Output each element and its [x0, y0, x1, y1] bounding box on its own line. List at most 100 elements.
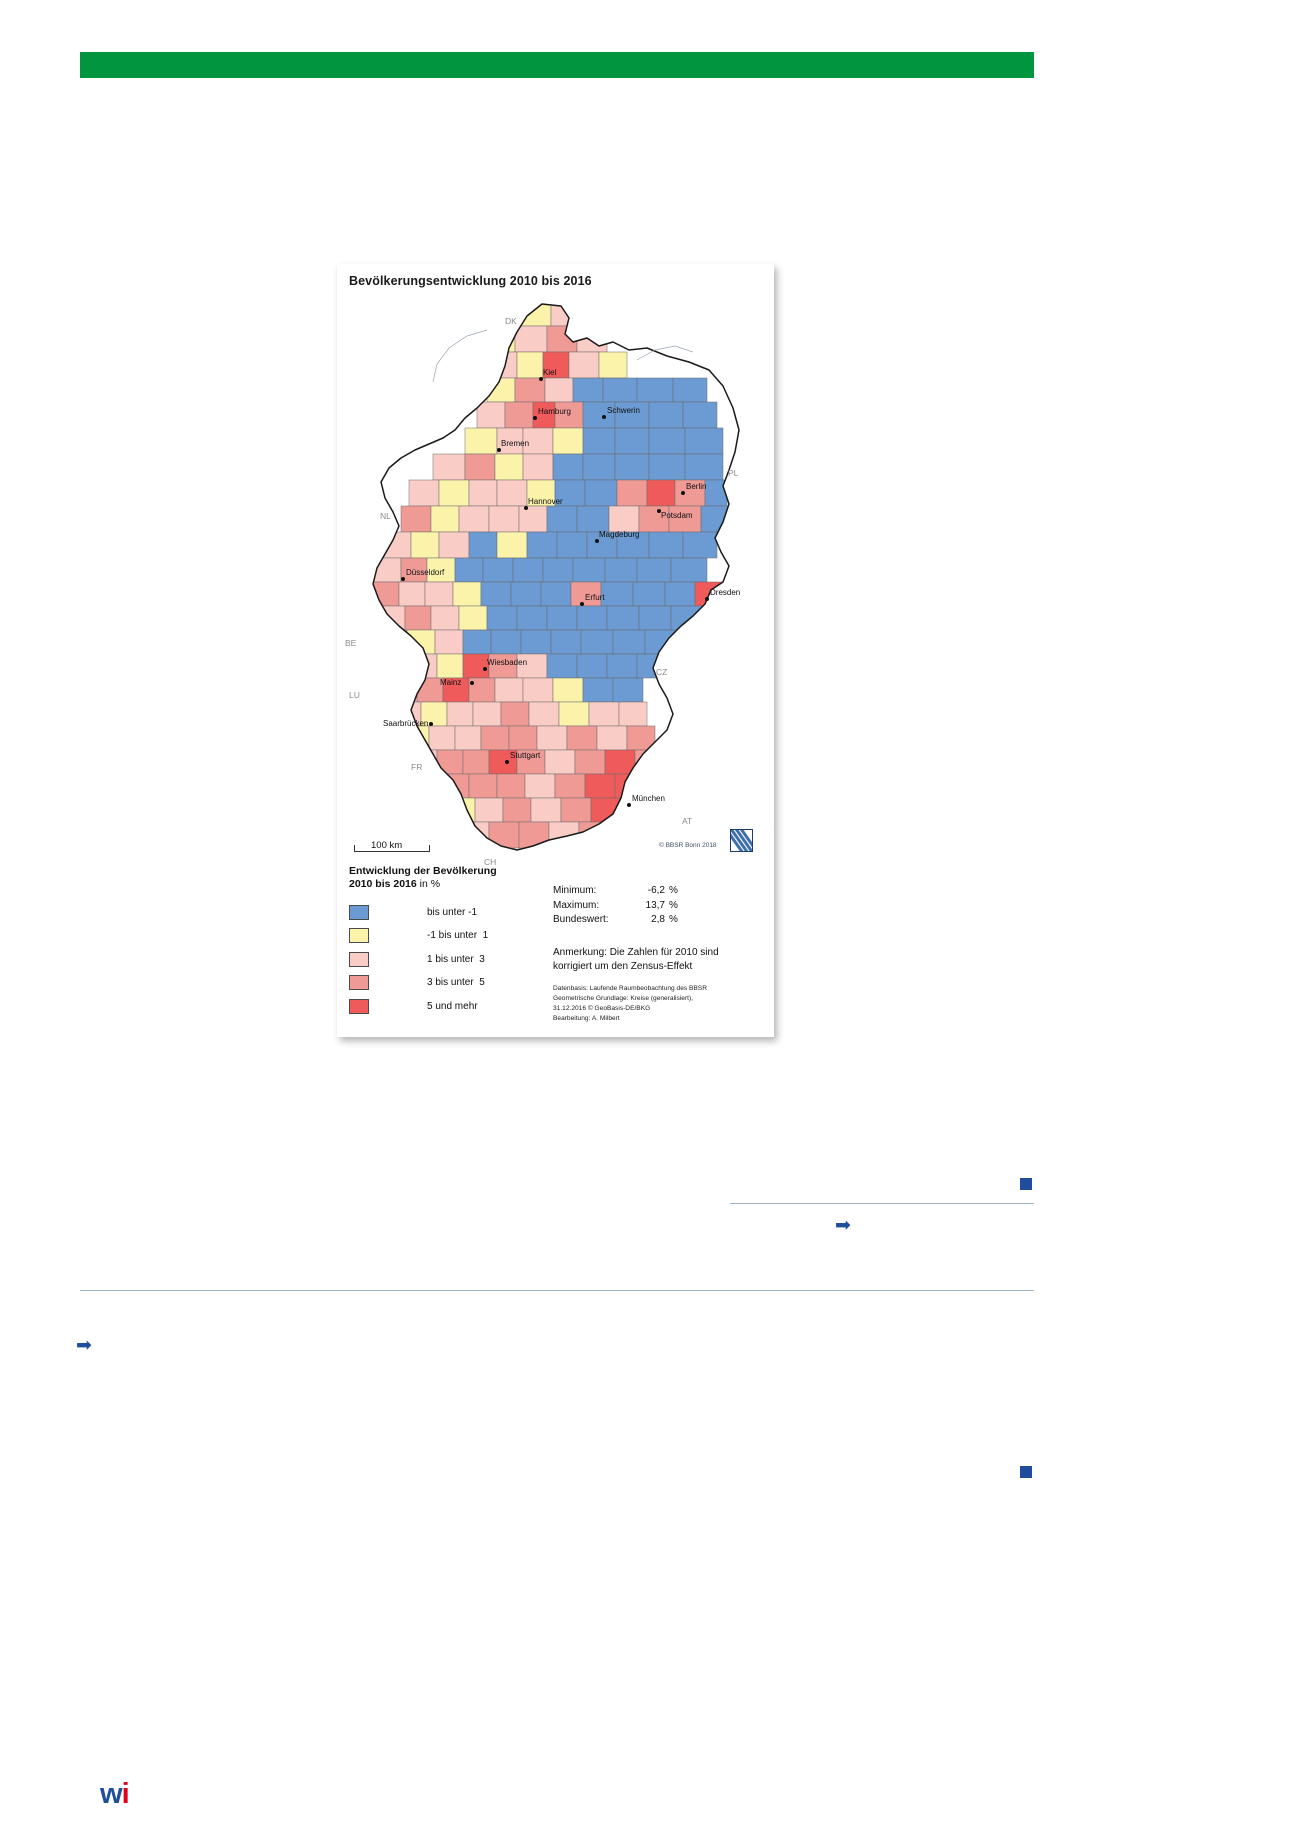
scale-bar-tick-left — [354, 845, 355, 852]
source-line-geobasis: 31.12.2016 © GeoBasis-DE/BKG — [553, 1004, 651, 1012]
city-dot-saarbruecken — [429, 722, 433, 726]
city-dot-duesseldorf — [401, 577, 405, 581]
city-label-kiel: Kiel — [543, 368, 557, 377]
legend-label-class-4: 3 bis unter 5 — [427, 977, 485, 988]
city-label-dresden: Dresden — [710, 588, 741, 597]
city-dot-wiesbaden — [483, 667, 487, 671]
city-dot-mainz — [470, 681, 474, 685]
country-code-dk: DK — [505, 316, 517, 326]
legend-row: 5 und mehr — [349, 994, 579, 1018]
stat-key-bundeswert: Bundeswert: — [553, 914, 609, 925]
map-sources: Datenbasis: Laufende Raumbeobachtung des… — [553, 984, 763, 1024]
city-dot-hamburg — [533, 416, 537, 420]
city-dot-dresden — [705, 597, 709, 601]
city-label-schwerin: Schwerin — [607, 406, 640, 415]
figure-title: Bevölkerungsentwicklung 2010 bis 2016 — [349, 274, 592, 288]
map-scale-bar: 100 km — [354, 840, 430, 854]
country-code-lu: LU — [349, 690, 360, 700]
source-line-geometrie: Geometrische Grundlage: Kreise (generali… — [553, 994, 693, 1002]
legend-row: 3 bis unter 5 — [349, 971, 579, 995]
legend-swatch-class-3 — [349, 951, 369, 967]
legend-title: Entwicklung der Bevölkerung 2010 bis 201… — [349, 865, 579, 891]
city-dot-hannover — [524, 506, 528, 510]
city-label-erfurt: Erfurt — [585, 593, 605, 602]
city-label-hamburg: Hamburg — [538, 407, 571, 416]
scale-bar-tick-right — [429, 845, 430, 852]
stat-value-bundeswert: 2,8 — [651, 914, 665, 925]
city-label-mainz: Mainz — [440, 678, 462, 687]
legend-swatch-class-4 — [349, 975, 369, 990]
city-dot-muenchen — [627, 803, 631, 807]
legend-title-unit: in % — [416, 878, 441, 891]
germany-choropleth-map — [337, 290, 774, 862]
scale-bar-line — [354, 851, 430, 852]
legend-label-class-5: 5 und mehr — [427, 1000, 478, 1012]
legend-title-period: 2010 bis 2016 — [349, 878, 417, 891]
legend-label-class-2: -1 bis unter 1 — [427, 930, 489, 941]
source-line-bearbeitung: Bearbeitung: A. Milbert — [553, 1014, 620, 1022]
map-statistics: Minimum: -6,2 % Maximum: 13,7 % Bundeswe… — [553, 884, 768, 928]
city-dot-magdeburg — [595, 539, 599, 543]
map-note: Anmerkung: Die Zahlen für 2010 sind korr… — [553, 947, 719, 972]
stat-value-maximum: 13,7 — [645, 899, 665, 911]
city-label-duesseldorf: Düsseldorf — [406, 568, 445, 577]
city-label-bremen: Bremen — [501, 439, 530, 448]
city-dot-erfurt — [580, 602, 584, 606]
arrow-marker-icon: ➡ — [76, 1334, 92, 1356]
legend-class-list: bis unter -1 -1 bis unter 1 1 bis unter … — [349, 900, 579, 1018]
wi-logo-w: w — [100, 1778, 123, 1810]
city-label-wiesbaden: Wiesbaden — [487, 658, 528, 667]
city-label-stuttgart: Stuttgart — [510, 751, 541, 760]
arrow-marker-icon: ➡ — [835, 1214, 851, 1236]
legend-row: 1 bis unter 3 — [349, 947, 579, 971]
legend-title-line2: 2010 bis 2016 in % — [349, 878, 579, 891]
city-dot-berlin — [681, 491, 685, 495]
legend-swatch-class-5 — [349, 998, 369, 1014]
legend-swatch-class-1 — [349, 904, 369, 920]
country-code-fr: FR — [411, 762, 423, 772]
legend-label-class-3: 1 bis unter 3 — [427, 953, 485, 965]
page-marker-square-bottom — [1020, 1466, 1032, 1478]
page-divider-long — [80, 1290, 1034, 1291]
legend-title-line1: Entwicklung der Bevölkerung — [349, 865, 497, 877]
city-dot-schwerin — [602, 415, 606, 419]
city-label-hannover: Hannover — [528, 497, 563, 506]
country-code-ch: CH — [484, 857, 497, 867]
city-label-potsdam: Potsdam — [661, 511, 693, 520]
legend-row: -1 bis unter 1 — [349, 924, 579, 948]
city-dot-bremen — [497, 448, 501, 452]
page-divider-short — [730, 1203, 1034, 1204]
scale-bar-label: 100 km — [368, 840, 406, 851]
stat-unit-bundeswert: % — [669, 914, 678, 925]
city-label-muenchen: München — [632, 794, 665, 803]
city-dot-potsdam — [657, 509, 661, 513]
map-legend: Entwicklung der Bevölkerung 2010 bis 201… — [349, 865, 579, 1018]
stat-row-minimum: Minimum: -6,2 % — [553, 884, 768, 899]
stat-row-bundeswert: Bundeswert: 2,8 % — [553, 913, 768, 928]
stat-row-maximum: Maximum: 13,7 % — [553, 899, 768, 914]
city-label-magdeburg: Magdeburg — [599, 530, 640, 539]
stat-value-minimum: -6,2 — [647, 885, 665, 896]
legend-row: bis unter -1 — [349, 900, 579, 924]
bbsr-logo — [730, 829, 753, 852]
stat-key-minimum: Minimum: — [553, 885, 597, 896]
map-figure-card: Bevölkerungsentwicklung 2010 bis 2016 — [337, 264, 774, 1037]
country-code-be: BE — [345, 638, 357, 648]
page-marker-square-top — [1020, 1178, 1032, 1190]
legend-swatch-class-2 — [349, 928, 369, 943]
city-dot-kiel — [539, 377, 543, 381]
source-line-datenbasis: Datenbasis: Laufende Raumbeobachtung des… — [553, 985, 707, 992]
country-code-pl: PL — [728, 468, 739, 478]
wi-logo: wi — [100, 1778, 130, 1811]
city-label-saarbruecken: Saarbrücken — [383, 719, 429, 728]
legend-label-class-1: bis unter -1 — [427, 906, 478, 918]
country-code-at: AT — [682, 816, 693, 826]
stat-unit-minimum: % — [669, 885, 678, 896]
city-label-berlin: Berlin — [686, 482, 707, 491]
map-copyright: © BBSR Bonn 2018 — [659, 842, 717, 849]
stat-key-maximum: Maximum: — [553, 899, 600, 911]
country-code-cz: CZ — [656, 667, 668, 677]
wi-logo-i: i — [121, 1778, 130, 1810]
country-code-nl: NL — [380, 511, 391, 521]
header-green-bar — [80, 52, 1034, 78]
